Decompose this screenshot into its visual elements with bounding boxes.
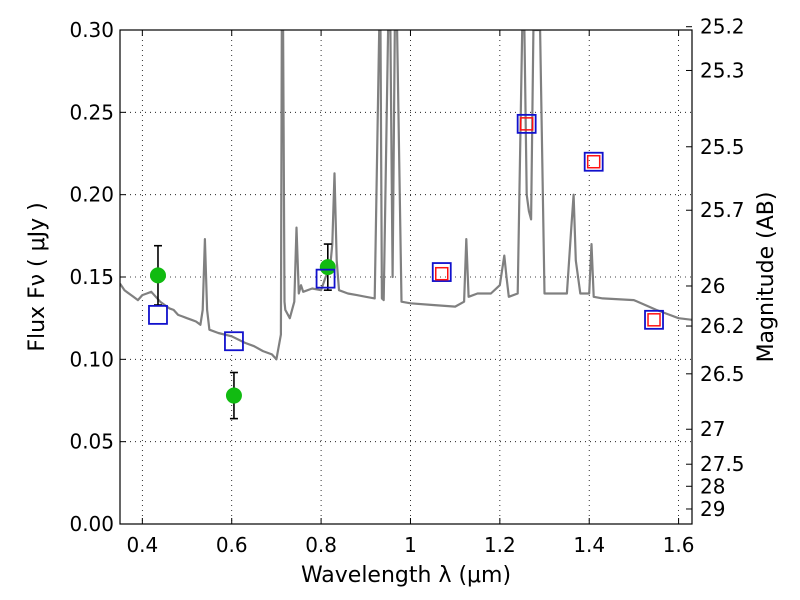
blue-model-square xyxy=(315,268,336,289)
observed-flux-point xyxy=(319,259,336,276)
y2-tick-label: 29 xyxy=(700,497,725,521)
red-model-square xyxy=(519,117,534,131)
blue-model-square xyxy=(148,304,168,325)
x-tick-label: 1.6 xyxy=(663,533,695,557)
y-tick-label: 0.25 xyxy=(69,100,114,124)
y-tick-label: 0.20 xyxy=(69,183,114,207)
y-tick-label: 0.10 xyxy=(69,347,114,371)
model-spectrum-line xyxy=(120,30,692,361)
y2-tick-label: 27.5 xyxy=(700,452,745,476)
y2-tick-label: 25.3 xyxy=(700,58,745,82)
y-tick-label: 0.30 xyxy=(69,18,114,42)
x-tick-label: 1 xyxy=(404,533,417,557)
blue-model-square xyxy=(224,331,244,352)
y2-tick-label: 27 xyxy=(700,417,725,441)
plot-area xyxy=(120,30,692,420)
y2-tick-label: 25.7 xyxy=(700,198,745,222)
blue-model-square xyxy=(644,309,664,330)
x-tick-label: 0.8 xyxy=(305,533,337,557)
y2-tick-label: 26.2 xyxy=(700,314,745,338)
x-tick-label: 0.6 xyxy=(216,533,248,557)
red-model-square xyxy=(647,313,661,327)
y-tick-label: 0.15 xyxy=(69,265,114,289)
observed-flux-point xyxy=(225,387,242,404)
y2-tick-label: 26 xyxy=(700,274,725,298)
observed-flux-point xyxy=(149,267,166,284)
y2-tick-label: 26.5 xyxy=(700,362,745,386)
grid xyxy=(120,30,692,524)
x-tick-label: 1.2 xyxy=(484,533,516,557)
x-tick-label: 0.4 xyxy=(126,533,158,557)
x-tick-label: 1.4 xyxy=(573,533,605,557)
y2-tick-label: 28 xyxy=(700,474,725,498)
y2-tick-label: 25.5 xyxy=(700,135,745,159)
y-tick-label: 0.00 xyxy=(69,512,114,536)
y-tick-label: 0.05 xyxy=(69,430,114,454)
red-model-square xyxy=(586,154,601,169)
blue-model-square xyxy=(516,113,537,134)
x-axis-label: Wavelength λ (μm) xyxy=(301,563,511,588)
blue-model-square xyxy=(583,151,604,172)
y2-tick-label: 25.2 xyxy=(700,15,745,39)
red-model-square xyxy=(435,266,449,281)
y2-axis-label: Magnitude (AB) xyxy=(754,192,779,363)
axis-ticks: 0.4 0.6 0.8 1 1.2 1.4 1.6 0.00 0.05 0.10 0.15 0.20 0… xyxy=(69,15,744,557)
y-axis-label: Flux Fν ( μJy ) xyxy=(25,202,50,351)
blue-model-square xyxy=(431,262,452,282)
